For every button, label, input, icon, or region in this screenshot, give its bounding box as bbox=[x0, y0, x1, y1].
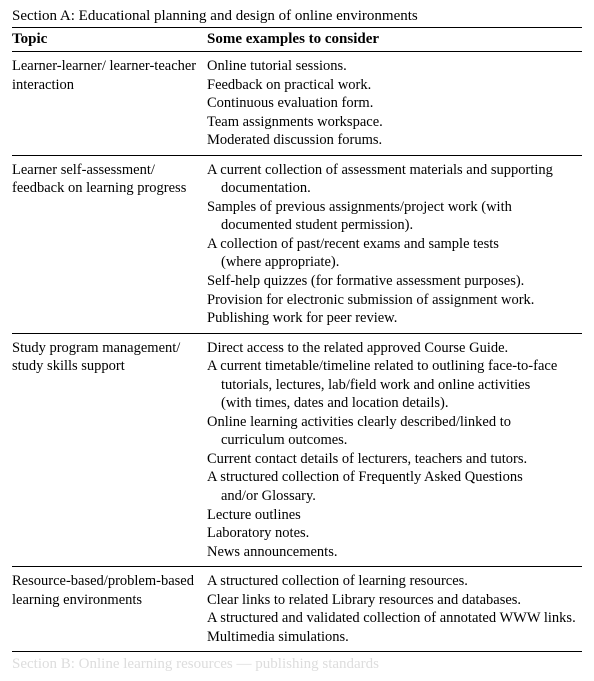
example-line: (where appropriate). bbox=[207, 253, 582, 272]
example-line: Lecture outlines bbox=[207, 506, 582, 525]
example-line: Laboratory notes. bbox=[207, 524, 582, 543]
example-line: A structured and validated collection of… bbox=[207, 609, 582, 628]
example-line: A structured collection of learning reso… bbox=[207, 572, 582, 591]
example-line: A structured collection of Frequently As… bbox=[207, 468, 582, 487]
example-line: Online tutorial sessions. bbox=[207, 57, 582, 76]
example-line: A current collection of assessment mater… bbox=[207, 161, 582, 180]
example-line: News announcements. bbox=[207, 543, 582, 562]
topic-cell: Learner self-assessment/ feedback on lea… bbox=[12, 155, 207, 333]
example-line: A collection of past/recent exams and sa… bbox=[207, 235, 582, 254]
example-line: Moderated discussion forums. bbox=[207, 131, 582, 150]
example-line: Online learning activities clearly descr… bbox=[207, 413, 582, 432]
example-line: Direct access to the related approved Co… bbox=[207, 339, 582, 358]
example-line: Multimedia simulations. bbox=[207, 628, 582, 647]
col-header-examples: Some examples to consider bbox=[207, 28, 582, 52]
example-line: (with times, dates and location details)… bbox=[207, 394, 582, 413]
example-line: Current contact details of lecturers, te… bbox=[207, 450, 582, 469]
section-a-title: Section A: Educational planning and desi… bbox=[12, 8, 582, 25]
example-line: tutorials, lectures, lab/field work and … bbox=[207, 376, 582, 395]
topic-cell: Learner-learner/ learner-teacher interac… bbox=[12, 52, 207, 156]
examples-cell: A structured collection of learning reso… bbox=[207, 567, 582, 652]
example-line: Publishing work for peer review. bbox=[207, 309, 582, 328]
topic-cell: Study program management/ study skills s… bbox=[12, 333, 207, 567]
example-line: Team assignments workspace. bbox=[207, 113, 582, 132]
example-line: documentation. bbox=[207, 179, 582, 198]
examples-cell: Online tutorial sessions.Feedback on pra… bbox=[207, 52, 582, 156]
example-line: Provision for electronic submission of a… bbox=[207, 291, 582, 310]
example-line: and/or Glossary. bbox=[207, 487, 582, 506]
col-header-topic: Topic bbox=[12, 28, 207, 52]
example-line: Clear links to related Library resources… bbox=[207, 591, 582, 610]
examples-cell: Direct access to the related approved Co… bbox=[207, 333, 582, 567]
example-line: Continuous evaluation form. bbox=[207, 94, 582, 113]
table-row: Learner-learner/ learner-teacher interac… bbox=[12, 52, 582, 156]
table-row: Resource-based/problem-based learning en… bbox=[12, 567, 582, 652]
example-line: Self-help quizzes (for formative assessm… bbox=[207, 272, 582, 291]
table-row: Study program management/ study skills s… bbox=[12, 333, 582, 567]
example-line: Feedback on practical work. bbox=[207, 76, 582, 95]
example-line: Samples of previous assignments/project … bbox=[207, 198, 582, 217]
planning-table: Topic Some examples to consider Learner-… bbox=[12, 27, 582, 652]
example-line: documented student permission). bbox=[207, 216, 582, 235]
examples-cell: A current collection of assessment mater… bbox=[207, 155, 582, 333]
topic-cell: Resource-based/problem-based learning en… bbox=[12, 567, 207, 652]
example-line: curriculum outcomes. bbox=[207, 431, 582, 450]
section-b-title: Section B: Online learning resources — p… bbox=[12, 652, 582, 673]
table-row: Learner self-assessment/ feedback on lea… bbox=[12, 155, 582, 333]
example-line: A current timetable/timeline related to … bbox=[207, 357, 582, 376]
